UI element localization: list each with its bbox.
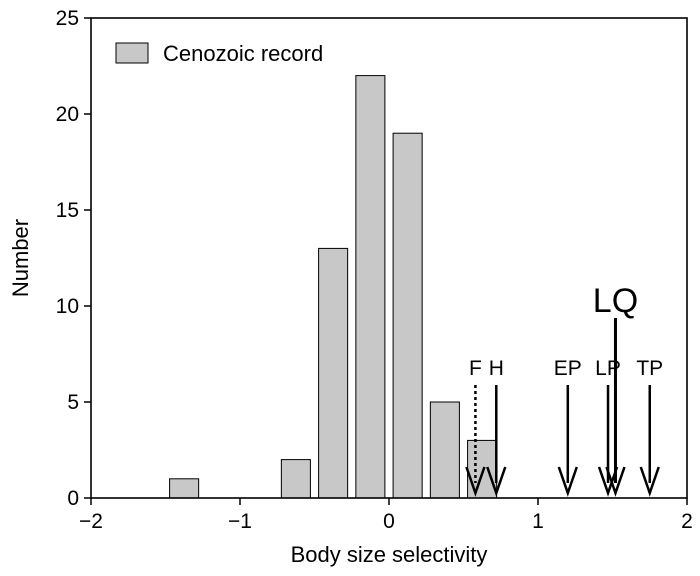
- y-tick-label: 15: [56, 199, 79, 222]
- x-tick-label: 1: [532, 510, 544, 533]
- arrow-head: [465, 466, 486, 497]
- arrows-group: F H EP LP LQ TP: [465, 282, 663, 497]
- y-tick-label: 5: [67, 391, 79, 414]
- arrow-head: [486, 466, 507, 497]
- bars-group: [169, 75, 498, 499]
- arrow-label: EP: [554, 357, 582, 380]
- arrow-label: F: [469, 357, 482, 380]
- x-tick-label: 2: [681, 510, 693, 533]
- bar: [318, 247, 349, 499]
- x-tick-label: −1: [228, 510, 252, 533]
- plot-frame: [90, 17, 688, 499]
- y-axis-ticks: 0 5 10 15 20 25: [56, 7, 91, 510]
- arrow-label: LQ: [593, 282, 638, 320]
- x-tick-label: 0: [383, 510, 395, 533]
- y-axis-label: Number: [8, 219, 33, 297]
- arrow-label: TP: [636, 357, 663, 380]
- arrow-head: [605, 466, 626, 497]
- arrow-label: LP: [595, 357, 621, 380]
- arrow-label: H: [489, 357, 504, 380]
- x-axis-label: Body size selectivity: [291, 542, 488, 567]
- legend: Cenozoic record: [115, 41, 323, 66]
- arrow-head: [557, 466, 578, 497]
- bar: [169, 478, 200, 499]
- legend-swatch: [115, 42, 149, 64]
- bar: [280, 459, 311, 499]
- bar: [392, 132, 423, 499]
- bar: [429, 401, 460, 499]
- y-tick-label: 0: [67, 487, 79, 510]
- y-tick-label: 25: [56, 7, 79, 30]
- y-tick-label: 10: [56, 295, 79, 318]
- x-axis-ticks: −2 −1 0 1 2: [79, 498, 693, 533]
- y-tick-label: 20: [56, 103, 79, 126]
- legend-label: Cenozoic record: [163, 41, 323, 66]
- x-tick-label: −2: [79, 510, 103, 533]
- bar: [355, 75, 386, 499]
- bar: [467, 439, 498, 499]
- arrow-head: [639, 466, 660, 497]
